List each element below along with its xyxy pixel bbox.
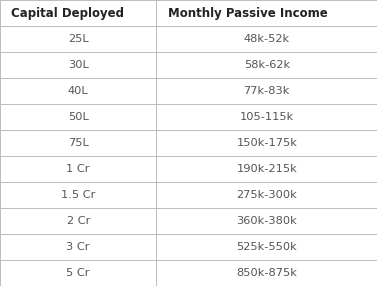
Text: 360k-380k: 360k-380k (236, 216, 297, 226)
Text: 48k-52k: 48k-52k (244, 34, 290, 44)
Text: 25L: 25L (68, 34, 89, 44)
Text: 190k-215k: 190k-215k (236, 164, 297, 174)
Text: 1.5 Cr: 1.5 Cr (61, 190, 95, 200)
Text: Monthly Passive Income: Monthly Passive Income (168, 7, 328, 19)
Text: 5 Cr: 5 Cr (66, 268, 90, 278)
Text: 275k-300k: 275k-300k (236, 190, 297, 200)
Text: 150k-175k: 150k-175k (236, 138, 297, 148)
Text: 850k-875k: 850k-875k (236, 268, 297, 278)
Text: 525k-550k: 525k-550k (236, 242, 297, 252)
Text: 105-115k: 105-115k (240, 112, 294, 122)
Text: 40L: 40L (68, 86, 89, 96)
Text: 1 Cr: 1 Cr (66, 164, 90, 174)
Text: 3 Cr: 3 Cr (66, 242, 90, 252)
Text: 30L: 30L (68, 60, 89, 70)
Text: Capital Deployed: Capital Deployed (11, 7, 124, 19)
Text: 75L: 75L (68, 138, 89, 148)
Text: 50L: 50L (68, 112, 89, 122)
Text: 2 Cr: 2 Cr (66, 216, 90, 226)
Text: 58k-62k: 58k-62k (244, 60, 290, 70)
Text: 77k-83k: 77k-83k (244, 86, 290, 96)
